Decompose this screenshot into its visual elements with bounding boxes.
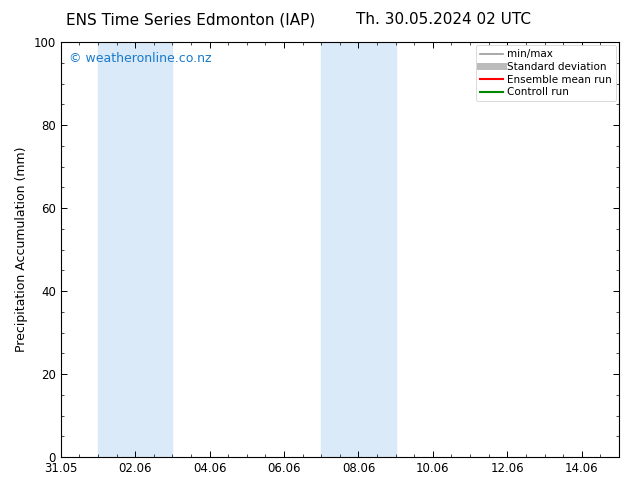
Text: Th. 30.05.2024 02 UTC: Th. 30.05.2024 02 UTC [356, 12, 531, 27]
Bar [98, 42, 172, 457]
Bar [321, 42, 396, 457]
Legend: min/max, Standard deviation, Ensemble mean run, Controll run: min/max, Standard deviation, Ensemble me… [476, 45, 616, 101]
Text: © weatheronline.co.nz: © weatheronline.co.nz [69, 52, 212, 66]
Text: ENS Time Series Edmonton (IAP): ENS Time Series Edmonton (IAP) [65, 12, 315, 27]
Y-axis label: Precipitation Accumulation (mm): Precipitation Accumulation (mm) [15, 147, 28, 352]
